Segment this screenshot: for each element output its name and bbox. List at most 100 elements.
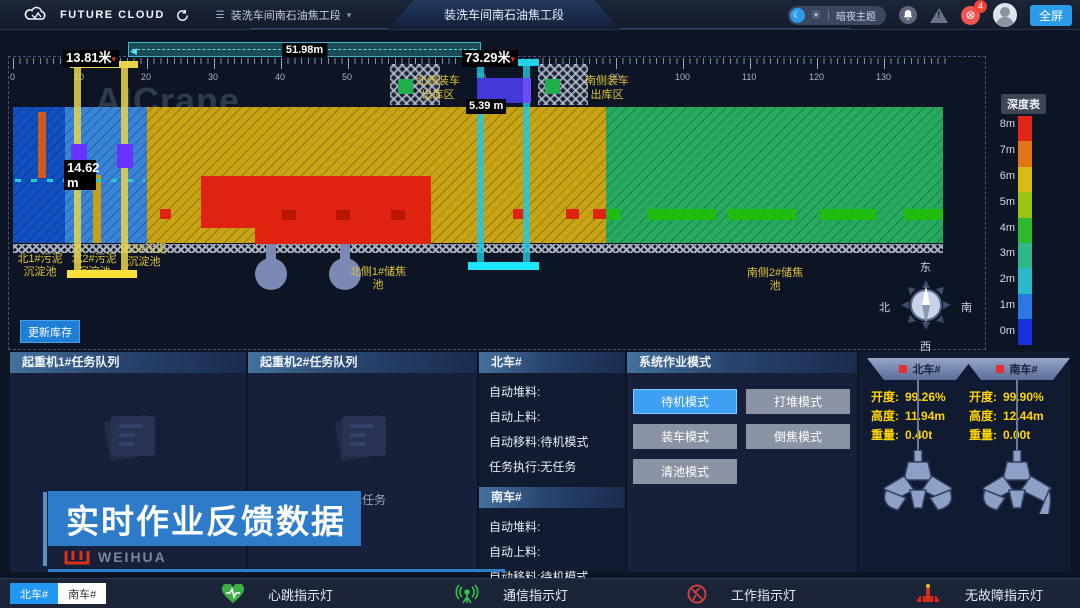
mode-button-clean[interactable]: 清池模式 bbox=[633, 459, 737, 484]
theme-toggle[interactable]: ☾ ☀ | 暗夜主题 bbox=[787, 5, 886, 25]
depth-label: 1m bbox=[999, 299, 1015, 311]
status-row: 自动上料: bbox=[489, 410, 541, 424]
depth-seg bbox=[1018, 268, 1032, 294]
compass-south: 南 bbox=[961, 302, 972, 314]
status-footer: 北车# 南车# 心跳指示灯 通信指示灯 bbox=[0, 578, 1080, 608]
heat-spot-dark-red bbox=[391, 210, 405, 220]
alarm-indicator[interactable]: ⊗ 4 bbox=[960, 0, 987, 25]
heat-spot-green bbox=[607, 209, 620, 220]
red-square-icon bbox=[899, 365, 908, 373]
mode-button-load[interactable]: 装车模式 bbox=[633, 424, 737, 449]
brand-row: WEIHUA bbox=[64, 548, 167, 565]
banner-accent bbox=[43, 492, 47, 566]
heat-spot-orange bbox=[38, 112, 46, 178]
theme-label: 暗夜主题 bbox=[835, 11, 876, 23]
brand-text: WEIHUA bbox=[98, 548, 167, 565]
grab-rope bbox=[917, 380, 919, 454]
feedback-south-stats: 开度:99.90% 高度:12.44m 重量:0.00t bbox=[969, 390, 1044, 442]
yellow-crane-leg bbox=[121, 68, 128, 278]
depth-label: 0m bbox=[999, 325, 1015, 337]
ruler-label: 0 bbox=[10, 72, 16, 82]
banner-underline bbox=[48, 569, 505, 572]
tab-current-section[interactable]: 装洗车间南石油焦工段 bbox=[388, 0, 620, 29]
depth-label: 5m bbox=[999, 196, 1015, 208]
ruler-label: 50 bbox=[342, 72, 353, 82]
crane-toggle: 北车# 南车# bbox=[10, 583, 107, 604]
status-south-title: 南车# bbox=[479, 487, 625, 508]
ruler-label: 100 bbox=[675, 72, 691, 82]
heartbeat-icon bbox=[222, 584, 244, 603]
compass: 东 北 南 西 bbox=[879, 262, 972, 353]
heat-spot-red bbox=[566, 209, 579, 219]
depth-scale-title: 深度表 bbox=[1001, 94, 1046, 114]
heartbeat-indicator: 心跳指示灯 bbox=[222, 579, 333, 608]
heat-spot-dark-red bbox=[282, 210, 296, 220]
cyan-crane-leg bbox=[523, 66, 530, 262]
depth-seg bbox=[1018, 192, 1032, 218]
heat-spot-red bbox=[513, 209, 524, 219]
refresh-icon[interactable] bbox=[175, 8, 190, 23]
heat-spot-red bbox=[160, 209, 171, 219]
logo-text: FUTURE CLOUD bbox=[60, 9, 165, 21]
top-header: FUTURE CLOUD ☰ 装洗车间南石油焦工段 ▾ 装洗车间南石油焦工段 ☾… bbox=[0, 0, 1080, 30]
pool-label-north3: 北3#污泥沉淀池 bbox=[121, 243, 167, 268]
alarm-badge: 4 bbox=[973, 0, 987, 13]
fault-indicator: 无故障指示灯 bbox=[915, 579, 1043, 608]
crane-feedback-panel: 北车# 南车# 开度:99.26% 高度:11.94m 重量:0.40t 开度:… bbox=[859, 352, 1070, 572]
toggle-north-crane[interactable]: 北车# bbox=[10, 583, 59, 604]
depth-label: 3m bbox=[999, 247, 1015, 259]
fullscreen-button[interactable]: 全屏 bbox=[1029, 4, 1072, 26]
heat-block-red-ext bbox=[255, 228, 431, 244]
feedback-north-header: 北车# bbox=[867, 358, 973, 380]
left-crane-position: 13.81米▾ bbox=[63, 50, 120, 67]
sun-icon: ☀ bbox=[810, 8, 822, 22]
panel-title: 起重机2#任务队列 bbox=[248, 352, 477, 373]
update-stock-button[interactable]: 更新库存 bbox=[20, 320, 80, 343]
status-row: 自动堆料: bbox=[489, 385, 541, 399]
moon-icon: ☾ bbox=[789, 7, 805, 23]
south-coke-pool-label: 南侧2#储焦池 bbox=[746, 267, 804, 292]
bell-icon[interactable] bbox=[898, 6, 917, 24]
grab-bucket-icon bbox=[982, 450, 1052, 514]
status-north-title: 北车# bbox=[479, 352, 625, 373]
heat-spot-red bbox=[593, 209, 606, 219]
depth-label: 2m bbox=[999, 273, 1015, 285]
weihua-logo-icon bbox=[64, 551, 90, 565]
feedback-banner: 实时作业反馈数据 bbox=[48, 491, 361, 546]
heat-spot-dark-red bbox=[336, 210, 350, 220]
arrow-left-icon: ◀ bbox=[130, 46, 137, 56]
ruler-label: 30 bbox=[208, 72, 219, 82]
chevron-down-icon: ▾ bbox=[346, 9, 352, 20]
depth-seg bbox=[1018, 243, 1032, 269]
mode-button-pile[interactable]: 打堆模式 bbox=[746, 389, 850, 414]
span-measurement: ◀ ▶ 51.98m bbox=[128, 42, 481, 57]
banner-title: 实时作业反馈数据 bbox=[66, 502, 346, 540]
depth-label: 7m bbox=[999, 144, 1015, 156]
right-crane-position: 73.29米▾ bbox=[462, 50, 519, 67]
north-exit-label: 北侧装车出库区 bbox=[416, 75, 460, 101]
heat-spot-green bbox=[648, 209, 716, 220]
panel-title: 系统作业模式 bbox=[627, 352, 857, 373]
heat-block-red-main bbox=[201, 176, 431, 228]
toggle-south-crane[interactable]: 南车# bbox=[58, 583, 107, 604]
depth-seg bbox=[1018, 293, 1032, 320]
cloud-logo-icon bbox=[24, 6, 46, 20]
cyan-crane-trolley-edge bbox=[523, 78, 531, 103]
crane-status-panel: 北车# 自动堆料: 自动上料: 自动移料:待机模式 任务执行:无任务 南车# 自… bbox=[479, 352, 625, 608]
pool-label-north1: 北1#污泥沉淀池 bbox=[17, 253, 63, 278]
yellow-crane-rail bbox=[67, 270, 137, 278]
cyan-crane-trolley-block bbox=[477, 78, 531, 103]
heat-strip-yellow bbox=[93, 175, 101, 243]
south-exit-marker bbox=[545, 79, 560, 94]
depth-seg bbox=[1018, 166, 1032, 193]
mode-button-pour[interactable]: 倒焦模式 bbox=[746, 424, 850, 449]
yellow-crane-trolley-block bbox=[117, 144, 133, 168]
user-avatar[interactable] bbox=[992, 3, 1017, 27]
status-row: 自动堆料: bbox=[489, 520, 541, 534]
mode-button-standby[interactable]: 待机模式 bbox=[633, 389, 737, 414]
compass-west: 西 bbox=[920, 341, 931, 353]
heat-spot-green bbox=[820, 209, 876, 220]
warning-icon[interactable] bbox=[929, 7, 948, 23]
breadcrumb[interactable]: ☰ 装洗车间南石油焦工段 ▾ bbox=[215, 9, 352, 23]
